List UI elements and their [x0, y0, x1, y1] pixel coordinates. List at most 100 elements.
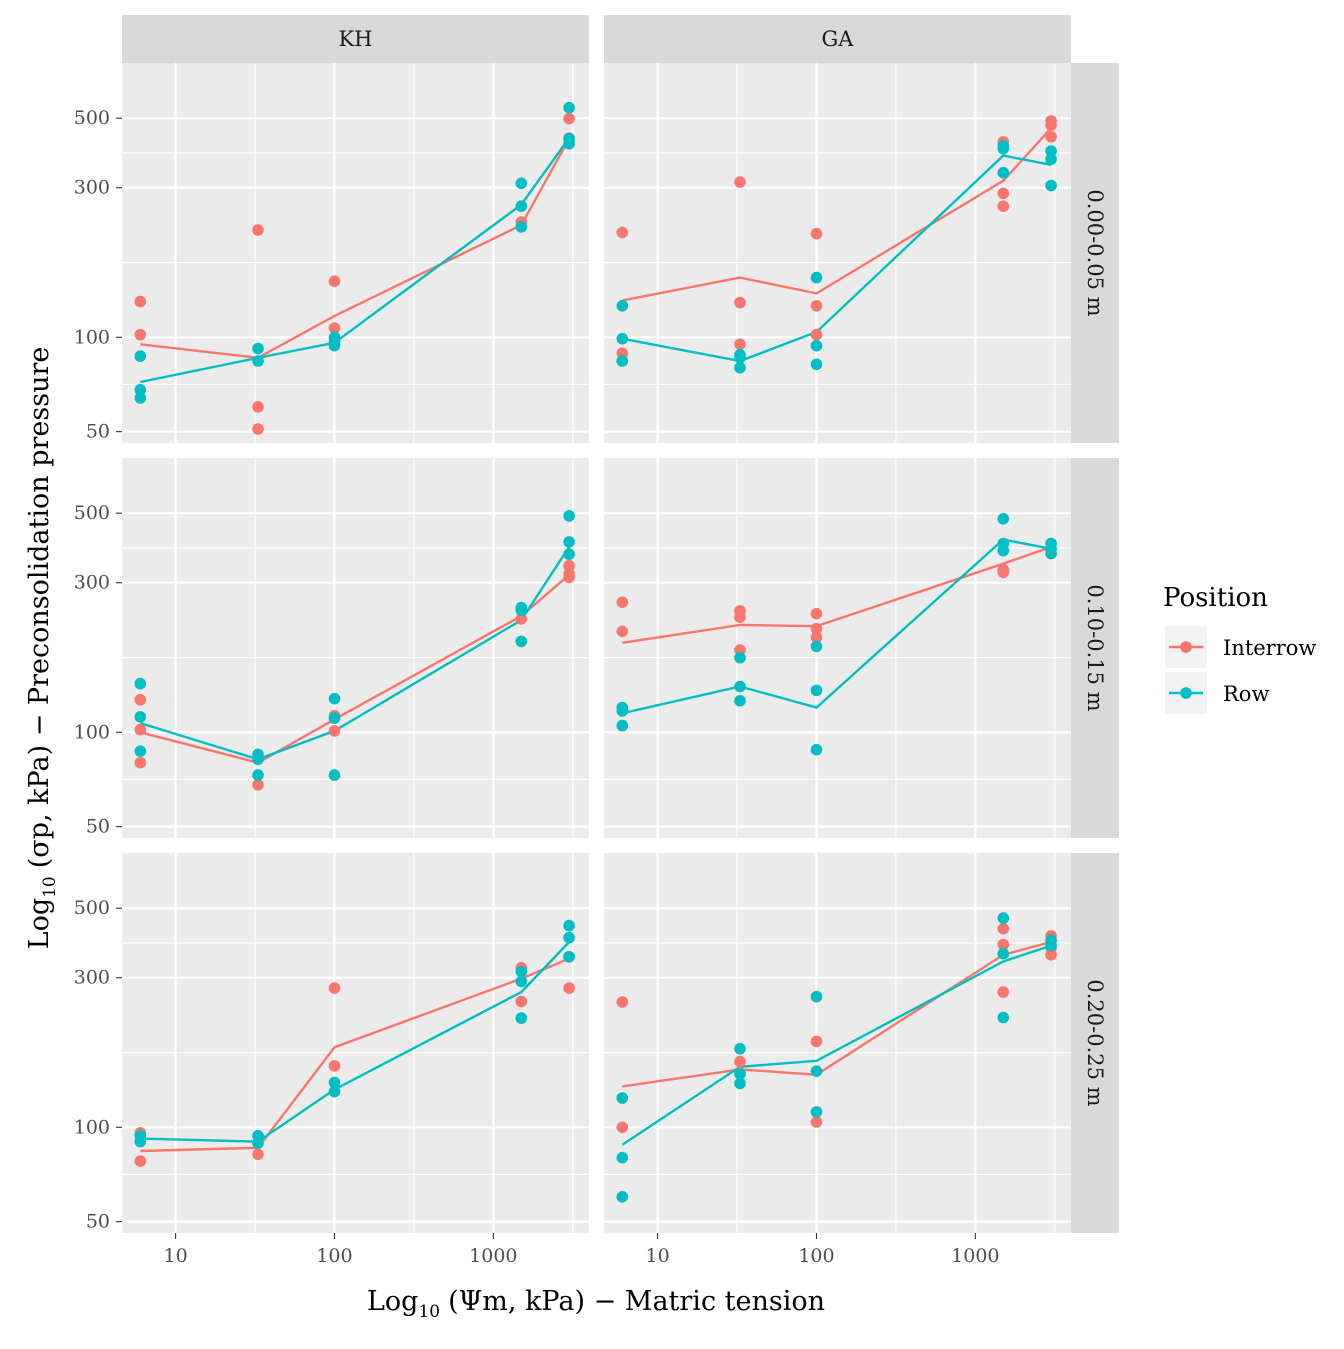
- y-tick-label: 300: [74, 967, 110, 989]
- data-point-row: [515, 221, 528, 233]
- y-tick-label: 300: [74, 572, 110, 594]
- data-point-interrow: [328, 322, 341, 334]
- data-point-interrow: [734, 176, 746, 188]
- data-point-row: [328, 692, 341, 705]
- legend-label-interrow: Interrow: [1223, 636, 1316, 660]
- data-point-interrow: [515, 613, 528, 625]
- data-point-interrow: [810, 300, 823, 312]
- data-point-row: [1045, 153, 1057, 165]
- data-point-row: [252, 355, 264, 367]
- data-point-row: [997, 513, 1010, 525]
- panel-ga-3: [604, 853, 1071, 1233]
- data-point-row: [1045, 179, 1057, 192]
- data-point-interrow: [328, 725, 341, 737]
- data-point-row: [563, 132, 575, 145]
- legend: Position Interrow Row: [1163, 583, 1316, 714]
- data-point-interrow: [328, 1060, 341, 1072]
- data-point-row: [734, 352, 746, 364]
- data-point-row: [328, 769, 341, 781]
- data-point-row: [328, 712, 341, 724]
- data-point-interrow: [252, 224, 264, 236]
- data-point-interrow: [997, 200, 1010, 212]
- data-point-interrow: [134, 694, 147, 706]
- legend-key-point: [1180, 687, 1192, 699]
- x-tick-label: 1000: [469, 1245, 517, 1267]
- y-tick-label: 50: [86, 1211, 110, 1233]
- data-point-interrow: [997, 938, 1010, 951]
- data-point-row: [810, 684, 823, 697]
- data-point-row: [515, 965, 528, 978]
- row-strip-label: 0.10-0.15 m: [1083, 584, 1107, 711]
- data-point-interrow: [734, 338, 746, 351]
- data-point-interrow: [252, 1148, 264, 1161]
- data-point-interrow: [616, 625, 629, 638]
- data-point-row: [134, 384, 147, 396]
- data-point-interrow: [734, 611, 746, 623]
- data-point-row: [616, 332, 629, 345]
- data-point-row: [810, 271, 823, 284]
- panel-background: [604, 853, 1071, 1233]
- data-point-interrow: [1045, 131, 1057, 143]
- row-strip-1: [1071, 63, 1119, 443]
- x-tick-label: 100: [316, 1245, 352, 1267]
- data-point-row: [997, 544, 1010, 557]
- panel-kh-3: [122, 853, 589, 1233]
- data-point-row: [616, 355, 629, 367]
- data-point-row: [810, 339, 823, 352]
- panel-background: [604, 458, 1071, 838]
- data-point-interrow: [810, 607, 823, 620]
- data-point-row: [1045, 145, 1057, 157]
- data-point-row: [328, 1085, 341, 1098]
- data-point-row: [734, 361, 746, 374]
- panel-kh-1: [122, 63, 589, 443]
- data-point-row: [734, 1043, 746, 1055]
- y-axis-title-log: Log: [24, 898, 55, 949]
- data-point-interrow: [252, 423, 264, 435]
- series-line-row: [622, 538, 1052, 715]
- data-point-row: [810, 640, 823, 653]
- data-point-interrow: [134, 756, 147, 769]
- data-point-interrow: [997, 986, 1010, 998]
- data-point-interrow: [810, 622, 823, 635]
- data-point-interrow: [616, 596, 629, 608]
- data-point-row: [134, 350, 147, 363]
- data-point-row: [515, 975, 528, 988]
- data-point-row: [997, 142, 1010, 155]
- data-point-interrow: [134, 328, 147, 341]
- data-point-interrow: [997, 566, 1010, 579]
- row-strip-label: 0.20-0.25 m: [1083, 979, 1107, 1106]
- y-tick-label: 500: [74, 897, 110, 919]
- data-point-row: [515, 1012, 528, 1024]
- data-point-row: [328, 339, 341, 352]
- data-point-interrow: [563, 571, 575, 584]
- data-point-row: [134, 711, 147, 723]
- data-point-interrow: [1045, 949, 1057, 961]
- y-axis-title-subscript: 10: [40, 876, 60, 898]
- data-point-row: [997, 947, 1010, 960]
- panel-ga-2: [604, 458, 1071, 838]
- data-point-interrow: [734, 1055, 746, 1068]
- data-point-row: [134, 392, 147, 404]
- data-point-interrow: [734, 296, 746, 309]
- data-point-row: [1045, 939, 1057, 952]
- data-point-row: [734, 651, 746, 664]
- data-point-interrow: [252, 779, 264, 791]
- data-point-row: [515, 200, 528, 212]
- x-axis-title-log: Log: [367, 1286, 418, 1317]
- data-point-interrow: [810, 1035, 823, 1048]
- data-point-interrow: [134, 723, 147, 736]
- data-point-row: [810, 990, 823, 1003]
- data-point-row: [134, 1135, 147, 1148]
- data-point-row: [1045, 547, 1057, 560]
- data-point-row: [734, 1077, 746, 1090]
- column-strip-kh: [122, 15, 589, 63]
- panel-ga-1: [604, 63, 1071, 443]
- data-point-interrow: [616, 1121, 629, 1134]
- data-point-interrow: [810, 227, 823, 240]
- data-point-row: [563, 931, 575, 944]
- data-point-row: [616, 1151, 629, 1164]
- data-point-row: [616, 300, 629, 312]
- x-axis-title: Log10 (Ψm, kPa) − Matric tension: [367, 1286, 825, 1322]
- data-point-interrow: [134, 295, 147, 308]
